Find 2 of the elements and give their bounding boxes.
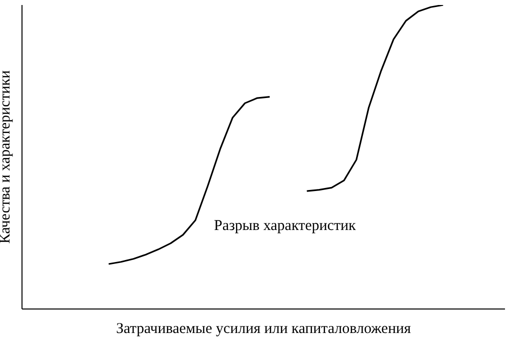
annotation: Разрыв характеристик bbox=[214, 218, 356, 235]
x-axis-title: Затрачиваемые усилия или капиталовложения bbox=[116, 321, 412, 337]
